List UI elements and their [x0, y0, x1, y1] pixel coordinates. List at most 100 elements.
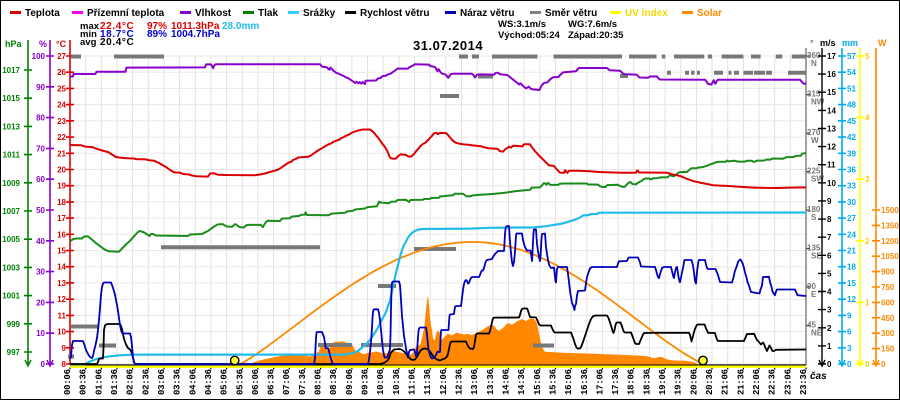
svg-text:11: 11: [827, 161, 836, 170]
svg-text:19:36: 19:36: [674, 369, 684, 395]
svg-text:22: 22: [57, 133, 66, 142]
svg-text:24: 24: [57, 101, 66, 110]
svg-text:01:06: 01:06: [94, 369, 104, 395]
svg-text:2: 2: [827, 324, 832, 333]
svg-text:4: 4: [827, 288, 832, 297]
svg-text:30: 30: [36, 268, 45, 277]
svg-text:Rychlost větru: Rychlost větru: [360, 8, 429, 19]
svg-text:997: 997: [7, 348, 21, 357]
svg-text:max: max: [80, 21, 100, 32]
svg-text:12:06: 12:06: [439, 369, 449, 395]
svg-text:m/s: m/s: [820, 38, 836, 48]
svg-text:SE: SE: [811, 252, 822, 261]
svg-text:Směr větru: Směr větru: [545, 8, 597, 19]
svg-text:27: 27: [57, 52, 66, 61]
svg-text:04:06: 04:06: [188, 369, 198, 395]
svg-text:16:36: 16:36: [580, 369, 590, 395]
svg-text:15:36: 15:36: [548, 369, 558, 395]
svg-text:48: 48: [847, 101, 856, 110]
svg-text:20.4°C: 20.4°C: [100, 37, 134, 48]
svg-text:12:36: 12:36: [455, 369, 465, 395]
svg-text:1350: 1350: [881, 221, 899, 230]
svg-text:°: °: [810, 38, 814, 48]
svg-text:90: 90: [36, 83, 45, 92]
svg-text:%: %: [39, 39, 47, 49]
svg-text:270: 270: [807, 128, 821, 137]
svg-text:6: 6: [827, 251, 832, 260]
svg-text:11:06: 11:06: [408, 369, 418, 395]
svg-text:W: W: [811, 136, 819, 145]
svg-text:22.4°C: 22.4°C: [100, 21, 134, 32]
svg-text:750: 750: [881, 283, 895, 292]
svg-text:00:36: 00:36: [79, 369, 89, 395]
svg-text:1050: 1050: [881, 252, 899, 261]
svg-text:12: 12: [847, 295, 856, 304]
svg-text:45: 45: [807, 321, 816, 330]
svg-text:40: 40: [36, 237, 45, 246]
svg-text:1011.3hPa: 1011.3hPa: [171, 21, 220, 32]
svg-text:05:36: 05:36: [235, 369, 245, 395]
svg-text:10: 10: [57, 328, 66, 337]
svg-text:0: 0: [865, 360, 870, 369]
svg-text:2: 2: [865, 237, 870, 246]
svg-text:16: 16: [827, 70, 836, 79]
svg-text:999: 999: [7, 320, 21, 329]
svg-text:1015: 1015: [2, 94, 20, 103]
svg-text:mm: mm: [842, 38, 858, 48]
svg-text:14:36: 14:36: [517, 369, 527, 395]
svg-text:22:36: 22:36: [768, 369, 778, 395]
svg-text:300: 300: [881, 329, 895, 338]
svg-text:1003: 1003: [2, 263, 20, 272]
svg-text:31.07.2014: 31.07.2014: [413, 38, 483, 53]
svg-text:03:36: 03:36: [173, 369, 183, 395]
svg-text:08:36: 08:36: [329, 369, 339, 395]
svg-text:Tlak: Tlak: [258, 8, 278, 19]
svg-text:11:36: 11:36: [423, 369, 433, 395]
svg-text:18: 18: [57, 198, 66, 207]
svg-text:3: 3: [847, 344, 852, 353]
svg-text:19: 19: [57, 182, 66, 191]
svg-text:30: 30: [847, 198, 856, 207]
svg-text:22:06: 22:06: [752, 369, 762, 395]
svg-text:1200: 1200: [881, 237, 899, 246]
svg-text:N: N: [811, 59, 817, 68]
svg-text:36: 36: [847, 166, 856, 175]
svg-text:80: 80: [36, 114, 45, 123]
svg-text:min: min: [80, 29, 97, 40]
svg-text:23: 23: [57, 117, 66, 126]
svg-text:1013: 1013: [2, 122, 20, 131]
svg-text:00:06: 00:06: [63, 369, 73, 395]
svg-text:S: S: [811, 213, 817, 222]
svg-text:19:06: 19:06: [658, 369, 668, 395]
svg-text:06:06: 06:06: [251, 369, 261, 395]
svg-text:7: 7: [827, 233, 832, 242]
svg-text:WG:7.6m/s: WG:7.6m/s: [568, 19, 617, 30]
svg-text:20: 20: [57, 166, 66, 175]
svg-text:1009: 1009: [2, 179, 20, 188]
svg-text:180: 180: [807, 205, 821, 214]
svg-text:21: 21: [847, 247, 856, 256]
svg-text:135: 135: [807, 244, 821, 253]
svg-text:97%: 97%: [147, 21, 167, 32]
svg-text:450: 450: [881, 314, 895, 323]
svg-text:50: 50: [36, 206, 45, 215]
svg-text:9: 9: [62, 344, 67, 353]
svg-text:09:06: 09:06: [345, 369, 355, 395]
svg-text:1005: 1005: [2, 235, 20, 244]
svg-text:20: 20: [36, 298, 45, 307]
svg-text:14: 14: [827, 106, 836, 115]
svg-text:1011: 1011: [3, 151, 21, 160]
svg-text:Srážky: Srážky: [303, 8, 336, 19]
svg-text:54: 54: [847, 68, 856, 77]
svg-text:5: 5: [827, 269, 832, 278]
svg-text:14:06: 14:06: [502, 369, 512, 395]
svg-text:02:36: 02:36: [141, 369, 151, 395]
svg-text:12: 12: [827, 143, 836, 152]
svg-text:8: 8: [827, 215, 832, 224]
svg-text:39: 39: [847, 149, 856, 158]
svg-text:42: 42: [847, 133, 856, 142]
svg-text:1007: 1007: [2, 207, 20, 216]
svg-text:21:36: 21:36: [736, 369, 746, 395]
svg-text:90: 90: [807, 282, 816, 291]
svg-text:33: 33: [847, 182, 856, 191]
